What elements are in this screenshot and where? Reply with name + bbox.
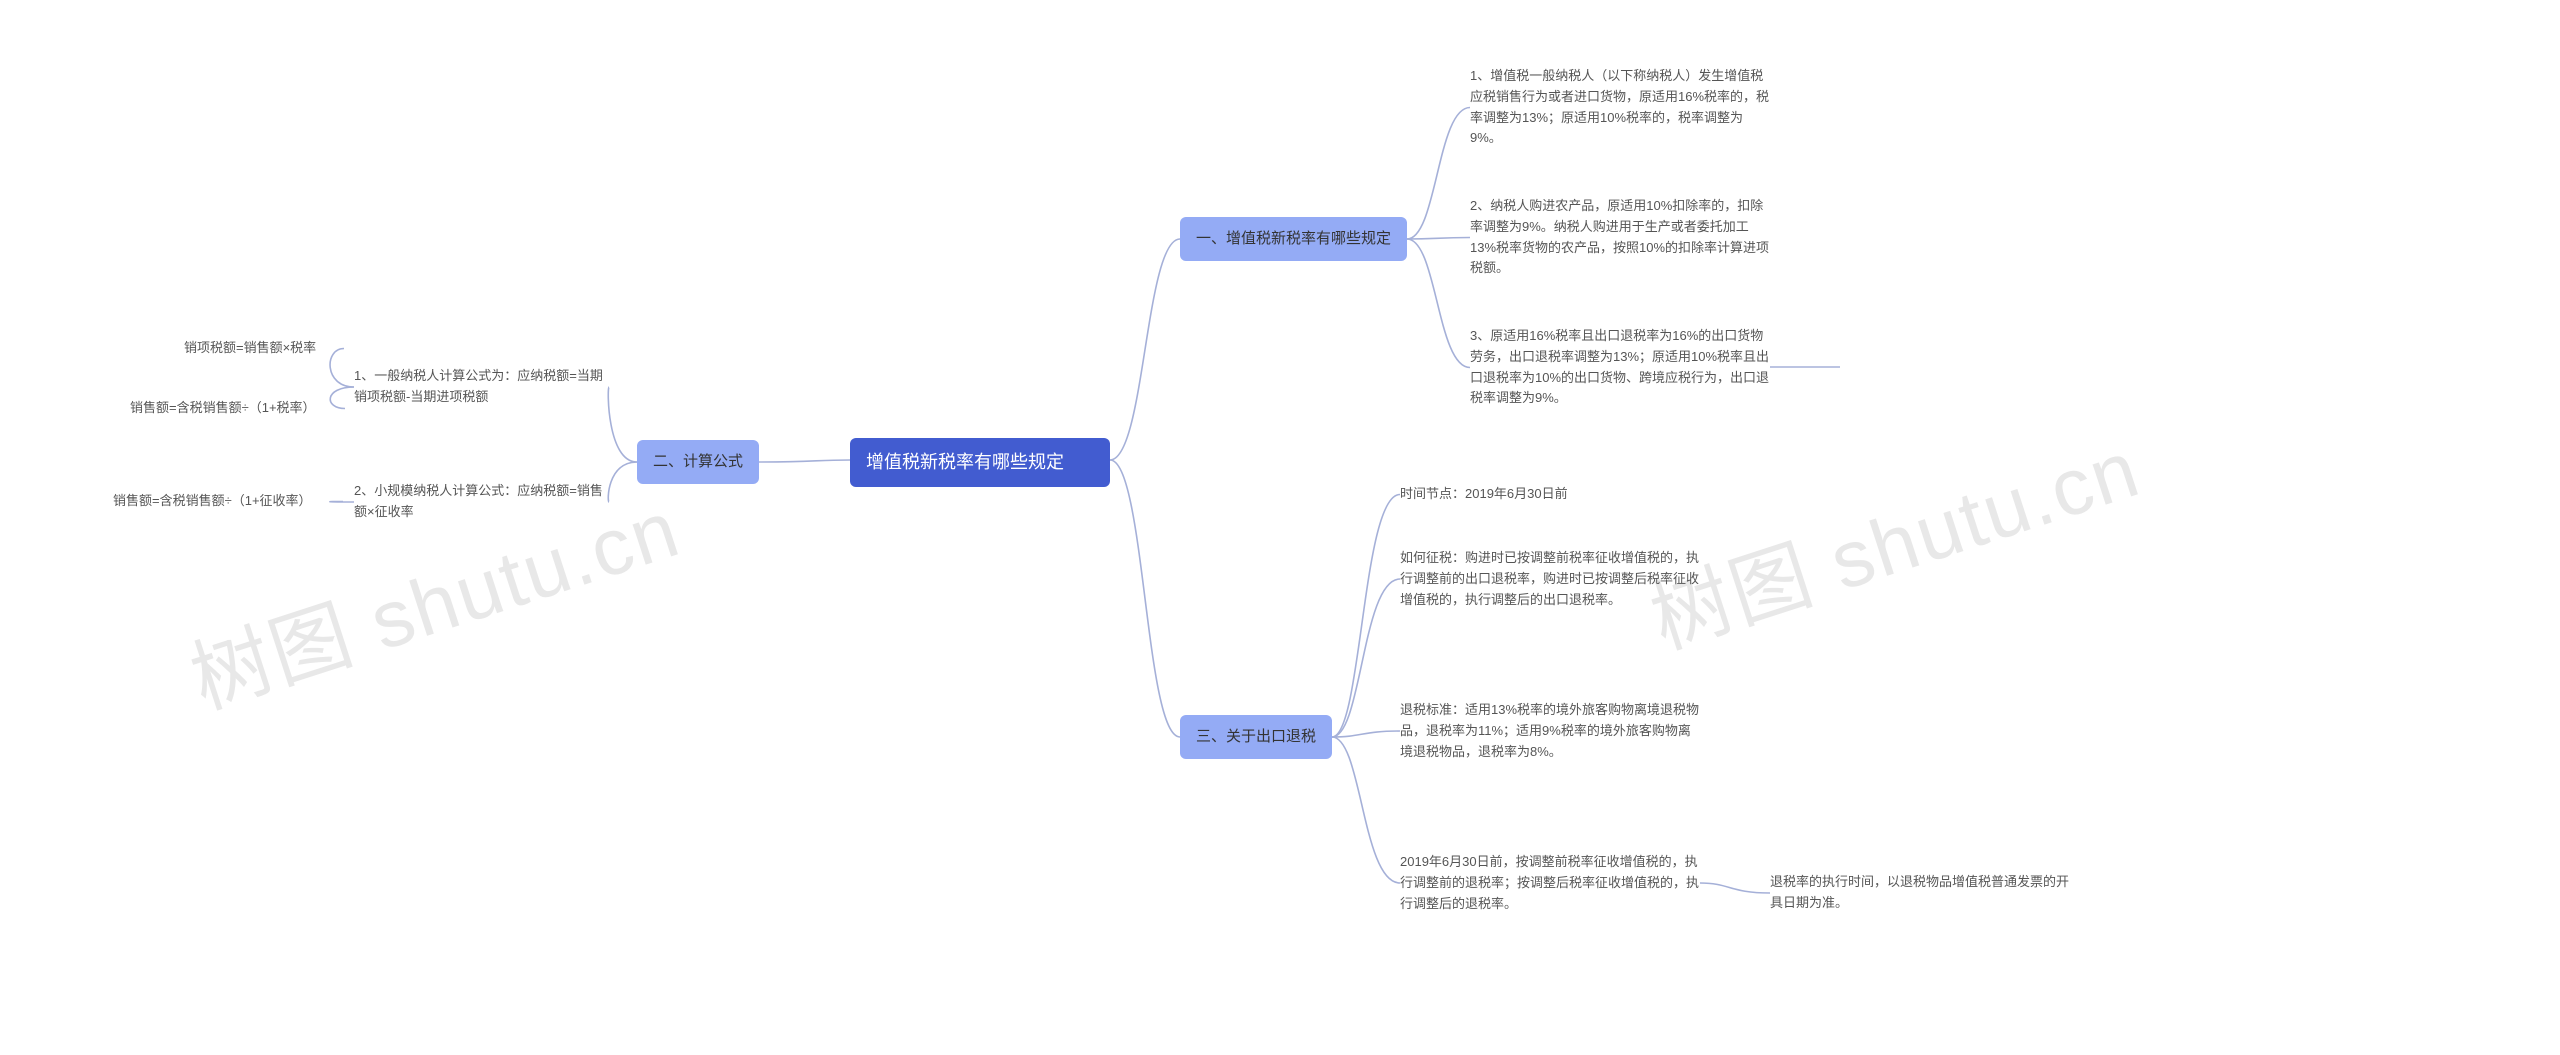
watermark-2: 树图 shutu.cn bbox=[1634, 405, 2152, 672]
b2: 二、计算公式 bbox=[637, 440, 759, 484]
root-node: 增值税新税率有哪些规定 bbox=[850, 438, 1110, 487]
b3c1: 时间节点：2019年6月30日前 bbox=[1400, 484, 1660, 505]
b1: 一、增值税新税率有哪些规定 bbox=[1180, 217, 1407, 261]
b1c2: 2、纳税人购进农产品，原适用10%扣除率的，扣除率调整为9%。纳税人购进用于生产… bbox=[1470, 196, 1770, 279]
b3: 三、关于出口退税 bbox=[1180, 715, 1332, 759]
b2c2a: 销售额=含税销售额÷（1+征收率） bbox=[113, 491, 343, 512]
b3c4: 2019年6月30日前，按调整前税率征收增值税的，执行调整前的退税率；按调整后税… bbox=[1400, 852, 1700, 914]
b3c3: 退税标准：适用13%税率的境外旅客购物离境退税物品，退税率为11%；适用9%税率… bbox=[1400, 700, 1700, 762]
b1c1: 1、增值税一般纳税人（以下称纳税人）发生增值税应税销售行为或者进口货物，原适用1… bbox=[1470, 66, 1770, 149]
b2c1b: 销售额=含税销售额÷（1+税率） bbox=[130, 398, 345, 419]
b2c1a: 销项税额=销售额×税率 bbox=[184, 338, 344, 359]
b3c4a: 退税率的执行时间，以退税物品增值税普通发票的开具日期为准。 bbox=[1770, 872, 2070, 914]
b1c3: 3、原适用16%税率且出口退税率为16%的出口货物劳务，出口退税率调整为13%；… bbox=[1470, 326, 1770, 409]
b3c2: 如何征税：购进时已按调整前税率征收增值税的，执行调整前的出口退税率，购进时已按调… bbox=[1400, 548, 1700, 610]
b2c2: 2、小规模纳税人计算公式：应纳税额=销售额×征收率 bbox=[354, 481, 609, 523]
connector-layer bbox=[0, 0, 2560, 1055]
b2c1: 1、一般纳税人计算公式为：应纳税额=当期销项税额-当期进项税额 bbox=[354, 366, 609, 408]
